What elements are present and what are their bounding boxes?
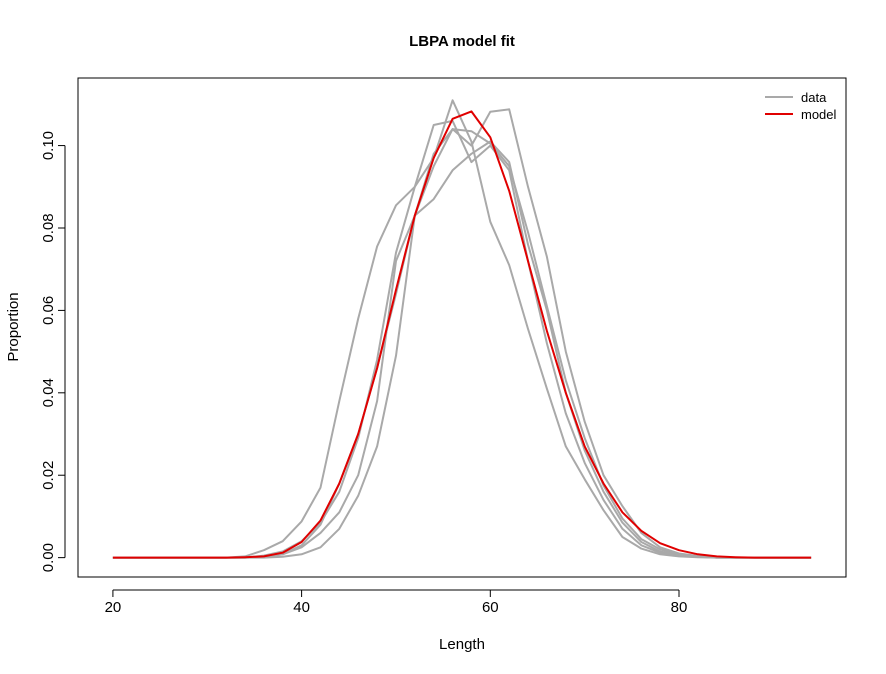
y-tick-label: 0.04 xyxy=(40,378,57,407)
plot-frame xyxy=(77,77,847,578)
legend: data model xyxy=(765,90,837,122)
y-tick-label: 0.00 xyxy=(40,543,57,572)
x-tick-label: 20 xyxy=(105,599,122,616)
y-axis-label: Proportion xyxy=(5,292,22,361)
x-axis: 20 40 60 80 xyxy=(105,589,688,616)
series-line-model xyxy=(112,110,812,559)
x-tick-label: 60 xyxy=(482,599,499,616)
y-tick-label: 0.06 xyxy=(40,296,57,325)
y-tick-label: 0.08 xyxy=(40,213,57,242)
x-axis-label: Length xyxy=(439,636,485,653)
legend-label-data: data xyxy=(801,90,827,105)
y-axis: 0.00 0.02 0.04 0.06 0.08 0.10 xyxy=(40,131,66,572)
x-tick-label: 40 xyxy=(293,599,310,616)
x-tick-label: 80 xyxy=(671,599,688,616)
y-tick-label: 0.02 xyxy=(40,461,57,490)
y-tick-label: 0.10 xyxy=(40,131,57,160)
chart-title: LBPA model fit xyxy=(409,33,515,50)
series-layer xyxy=(112,99,812,559)
legend-label-model: model xyxy=(801,107,837,122)
